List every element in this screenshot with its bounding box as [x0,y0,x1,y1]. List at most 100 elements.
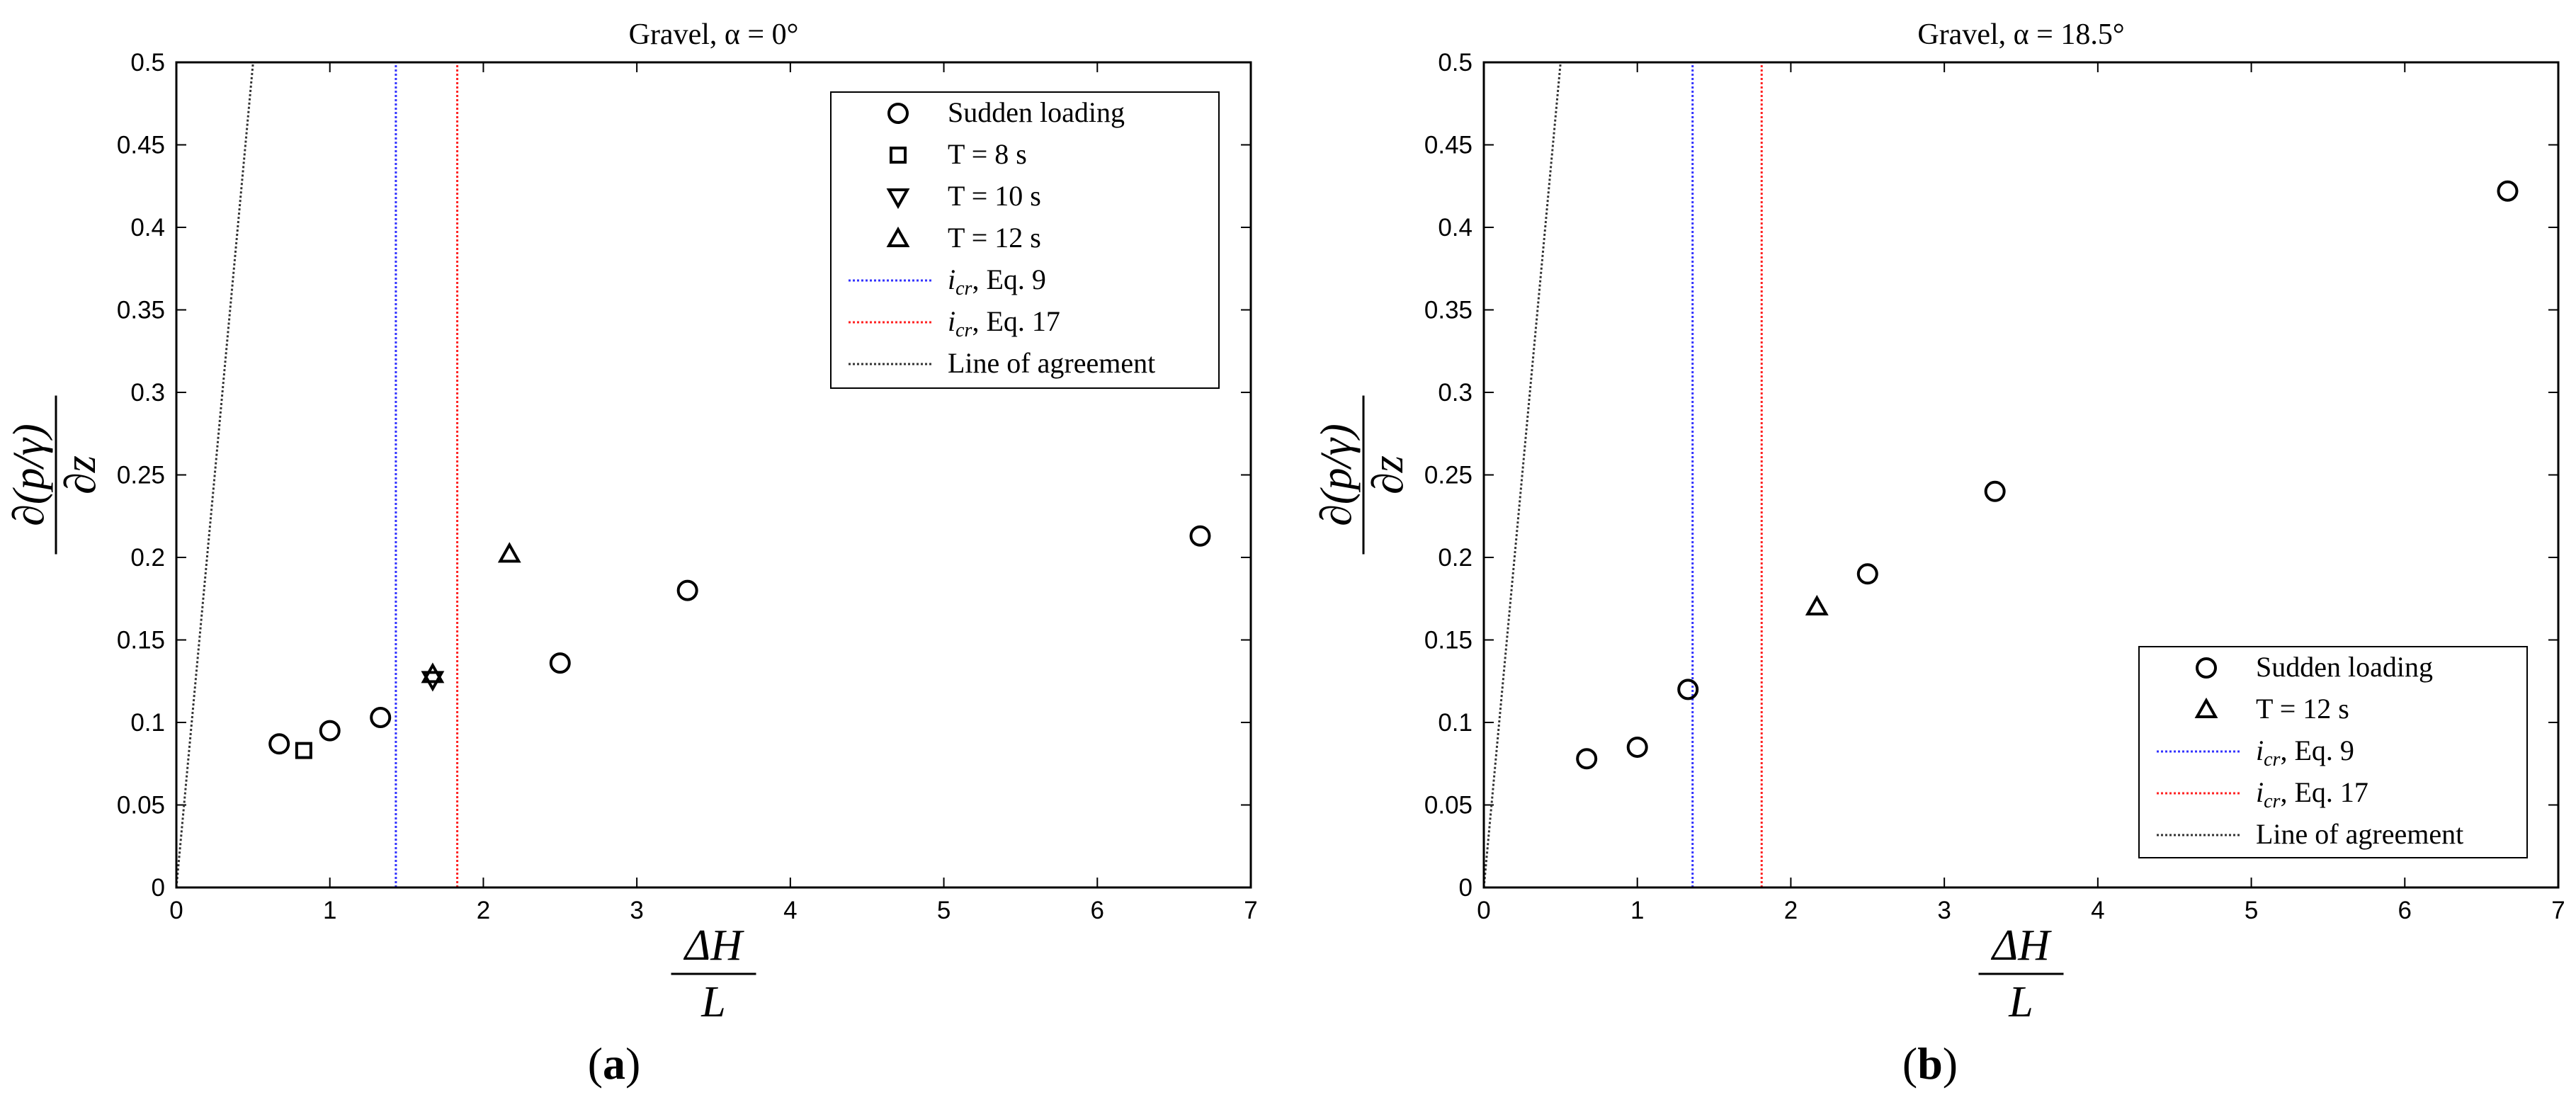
y-tick-label: 0 [1459,874,1473,902]
legend-label: T = 10 s [948,180,1041,212]
legend: Sudden loading T = 8 s T = 10 s T = 12 s icr… [830,91,1220,389]
data-point-circle [370,707,392,729]
x-tick-label: 3 [630,897,643,924]
x-axis-label: ΔH L [671,921,756,1026]
y-axis: 0 0.05 0.1 0.15 0.2 0.25 0.3 0.35 0.4 0.45 0.5 [117,49,1251,902]
data-point-circle [1576,748,1598,770]
legend-marker-triangle-down [886,188,910,210]
x-label-numerator: ΔH [683,921,744,970]
data-point-circle [1984,480,2006,502]
y-tick-label: 0.15 [117,627,165,654]
y-tick-label: 0.45 [117,132,165,159]
y-tick-label: 0.4 [130,214,165,242]
legend-label: Sudden loading [2256,651,2433,683]
legend-marker-triangle-up [886,226,910,247]
x-tick-label: 1 [323,897,336,924]
plot-frame [175,61,1252,889]
y-tick-label: 0.1 [1438,709,1473,737]
chart-title: Gravel, α = 0° [629,18,799,51]
y-tick-label: 0.3 [1438,379,1473,407]
y-tick-label: 0.35 [117,297,165,324]
x-label-numerator: ΔH [1990,921,2052,970]
x-axis: 0 1 2 3 4 5 6 7 [169,62,1258,924]
y-tick-label: 0.25 [1424,462,1473,489]
line-of-agreement [176,62,254,887]
x-tick-label: 4 [783,897,797,924]
y-axis-label: ∂(p/γ) ∂z [5,395,105,555]
legend-label: T = 12 s [948,222,1041,254]
y-label-denominator: ∂z [57,455,105,494]
y-label-numerator: ∂(p/γ) [1312,424,1361,526]
x-tick-label: 5 [937,897,951,924]
y-axis-label: ∂(p/γ) ∂z [1312,395,1412,555]
legend-label: Sudden loading [948,96,1125,128]
y-axis: 0 0.05 0.1 0.15 0.2 0.25 0.3 0.35 0.4 0.45 0.5 [1424,49,2558,902]
x-tick-label: 7 [2551,897,2565,924]
legend-label: icr, Eq. 17 [948,305,1060,341]
x-tick-label: 2 [477,897,490,924]
legend-label: icr, Eq. 9 [948,263,1046,300]
y-tick-label: 0.2 [130,544,165,572]
data-point-triangle-up [497,542,521,563]
x-label-denominator: L [700,978,725,1026]
legend-label: Line of agreement [948,347,1155,379]
reference-lines [176,62,459,887]
plot-frame [1482,61,2560,889]
x-tick-label: 6 [2398,897,2412,924]
x-label-denominator: L [2008,978,2033,1026]
data-point-circle [1189,525,1211,547]
panel-label: (a) [588,1038,641,1089]
y-tick-label: 0.35 [1424,297,1473,324]
panel-label: (b) [1902,1038,1958,1089]
line-of-agreement [1484,62,1562,887]
y-label-numerator: ∂(p/γ) [5,424,53,526]
x-tick-label: 4 [2091,897,2104,924]
x-tick-label: 1 [1630,897,1644,924]
y-tick-label: 0.5 [1438,49,1473,76]
y-tick-label: 0.1 [130,709,165,737]
y-tick-label: 0.3 [130,379,165,407]
x-tick-label: 6 [1091,897,1104,924]
data-point-circle [1677,679,1699,700]
data-point-circle [549,652,571,674]
legend-marker-circle [887,103,909,124]
chart-title: Gravel, α = 18.5° [1917,18,2124,51]
legend-label: icr, Eq. 17 [2256,776,2368,812]
data-point-circle [1626,736,1648,758]
data-point-circle [2497,180,2519,202]
x-tick-label: 5 [2245,897,2258,924]
data-point-circle [268,733,290,755]
data-point-triangle-up [1805,594,1829,615]
y-tick-label: 0.5 [130,49,165,76]
legend: Sudden loading T = 12 s icr, Eq. 9 icr, Eq.… [2138,646,2528,858]
data-markers [268,525,1211,759]
x-tick-label: 0 [169,897,183,924]
y-tick-label: 0.05 [1424,792,1473,819]
x-tick-label: 3 [1937,897,1951,924]
legend-label: T = 8 s [948,138,1027,170]
data-point-square [295,742,312,759]
y-tick-label: 0.4 [1438,214,1473,242]
legend-box [830,91,1220,389]
y-tick-label: 0.45 [1424,132,1473,159]
x-tick-label: 2 [1784,897,1798,924]
y-tick-label: 0.15 [1424,627,1473,654]
chart-panel-b: Gravel, α = 18.5° 0 1 2 3 4 5 6 7 0 0.05 0.1 0.15 0.2… [1312,18,2565,1089]
legend-marker-circle [2196,657,2217,679]
legend-marker-triangle-up [2194,697,2218,718]
legend-label: T = 12 s [2256,693,2349,725]
legend-marker-square [890,147,907,164]
y-tick-label: 0.05 [117,792,165,819]
y-tick-label: 0.25 [117,462,165,489]
data-point-circle [676,579,698,601]
legend-label: Line of agreement [2256,818,2463,850]
x-tick-label: 7 [1244,897,1257,924]
x-tick-label: 0 [1477,897,1490,924]
data-markers [1576,180,2519,770]
data-point-triangle-up [421,662,445,683]
y-label-denominator: ∂z [1364,455,1412,494]
legend-label: icr, Eq. 9 [2256,734,2354,771]
y-tick-label: 0 [152,874,165,902]
chart-panel-a: Gravel, α = 0° 0 1 2 3 4 5 6 7 0 0.05 0.1 0.15 0.2 0.2… [5,18,1258,1089]
